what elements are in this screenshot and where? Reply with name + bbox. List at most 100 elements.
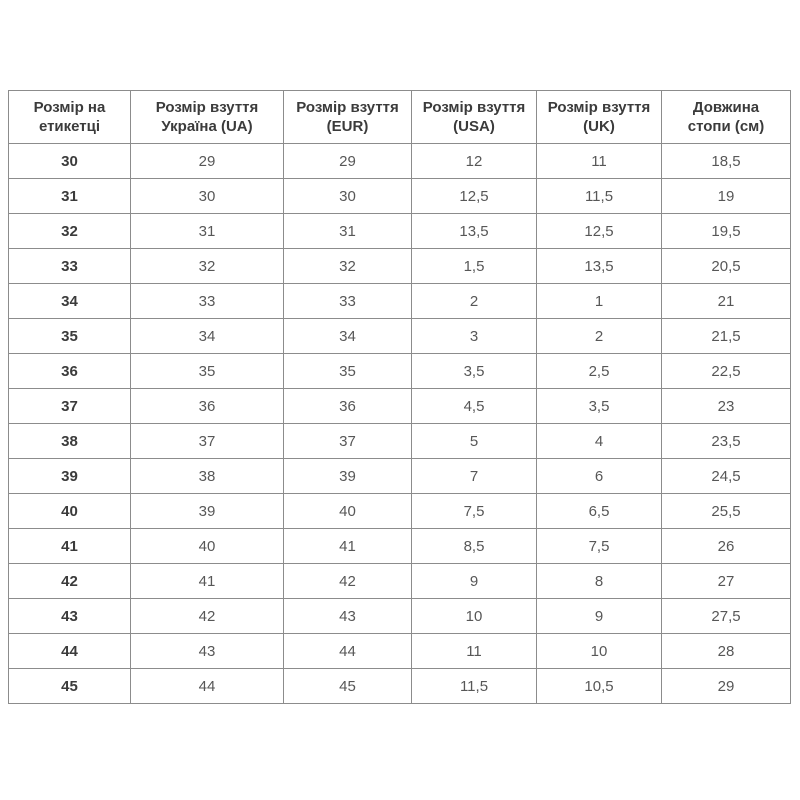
table-cell: 9 bbox=[411, 563, 537, 599]
table-cell: 4,5 bbox=[411, 388, 537, 424]
row-label-cell: 38 bbox=[8, 423, 131, 459]
table-cell: 8 bbox=[536, 563, 662, 599]
table-cell: 22,5 bbox=[661, 353, 791, 389]
table-cell: 40 bbox=[283, 493, 412, 529]
table-cell: 37 bbox=[283, 423, 412, 459]
table-cell: 42 bbox=[130, 598, 284, 634]
table-cell: 11 bbox=[411, 633, 537, 669]
table-row: 33 32 32 1,5 13,5 20,5 bbox=[8, 248, 791, 284]
table-cell: 29 bbox=[130, 143, 284, 179]
table-cell: 19,5 bbox=[661, 213, 791, 249]
table-cell: 11,5 bbox=[411, 668, 537, 704]
table-row: 35 34 34 3 2 21,5 bbox=[8, 318, 791, 354]
row-label-cell: 44 bbox=[8, 633, 131, 669]
table-cell: 44 bbox=[283, 633, 412, 669]
table-cell: 28 bbox=[661, 633, 791, 669]
size-conversion-table-container: Розмір на етикетці Розмір взуття Україна … bbox=[8, 90, 791, 704]
table-cell: 42 bbox=[283, 563, 412, 599]
table-row: 37 36 36 4,5 3,5 23 bbox=[8, 388, 791, 424]
row-label-cell: 32 bbox=[8, 213, 131, 249]
table-cell: 38 bbox=[130, 458, 284, 494]
table-cell: 5 bbox=[411, 423, 537, 459]
table-row: 34 33 33 2 1 21 bbox=[8, 283, 791, 319]
table-body: 30 29 29 12 11 18,5 31 30 30 12,5 11,5 19 32 31 31 13,5… bbox=[8, 143, 791, 704]
table-cell: 10 bbox=[536, 633, 662, 669]
table-cell: 45 bbox=[283, 668, 412, 704]
table-cell: 7,5 bbox=[536, 528, 662, 564]
table-cell: 21 bbox=[661, 283, 791, 319]
table-header-row: Розмір на етикетці Розмір взуття Україна … bbox=[8, 90, 791, 144]
row-label-cell: 41 bbox=[8, 528, 131, 564]
table-cell: 31 bbox=[283, 213, 412, 249]
table-row: 40 39 40 7,5 6,5 25,5 bbox=[8, 493, 791, 529]
table-cell: 25,5 bbox=[661, 493, 791, 529]
table-cell: 7 bbox=[411, 458, 537, 494]
row-label-cell: 31 bbox=[8, 178, 131, 214]
table-cell: 13,5 bbox=[411, 213, 537, 249]
table-cell: 27,5 bbox=[661, 598, 791, 634]
table-row: 39 38 39 7 6 24,5 bbox=[8, 458, 791, 494]
table-cell: 3,5 bbox=[536, 388, 662, 424]
row-label-cell: 42 bbox=[8, 563, 131, 599]
table-cell: 40 bbox=[130, 528, 284, 564]
table-cell: 44 bbox=[130, 668, 284, 704]
table-cell: 6 bbox=[536, 458, 662, 494]
table-cell: 7,5 bbox=[411, 493, 537, 529]
table-cell: 20,5 bbox=[661, 248, 791, 284]
table-cell: 33 bbox=[130, 283, 284, 319]
row-label-cell: 37 bbox=[8, 388, 131, 424]
table-row: 38 37 37 5 4 23,5 bbox=[8, 423, 791, 459]
column-header: Розмір взуття (EUR) bbox=[283, 90, 412, 144]
table-cell: 41 bbox=[283, 528, 412, 564]
table-cell: 10,5 bbox=[536, 668, 662, 704]
row-label-cell: 40 bbox=[8, 493, 131, 529]
table-cell: 43 bbox=[130, 633, 284, 669]
table-cell: 36 bbox=[283, 388, 412, 424]
table-cell: 3 bbox=[411, 318, 537, 354]
table-cell: 10 bbox=[411, 598, 537, 634]
table-cell: 12 bbox=[411, 143, 537, 179]
table-cell: 39 bbox=[130, 493, 284, 529]
column-header: Розмір на етикетці bbox=[8, 90, 131, 144]
table-cell: 2 bbox=[536, 318, 662, 354]
table-row: 32 31 31 13,5 12,5 19,5 bbox=[8, 213, 791, 249]
row-label-cell: 30 bbox=[8, 143, 131, 179]
table-cell: 35 bbox=[130, 353, 284, 389]
row-label-cell: 33 bbox=[8, 248, 131, 284]
table-row: 31 30 30 12,5 11,5 19 bbox=[8, 178, 791, 214]
table-cell: 1,5 bbox=[411, 248, 537, 284]
table-cell: 11,5 bbox=[536, 178, 662, 214]
table-cell: 4 bbox=[536, 423, 662, 459]
table-cell: 18,5 bbox=[661, 143, 791, 179]
table-row: 43 42 43 10 9 27,5 bbox=[8, 598, 791, 634]
table-cell: 43 bbox=[283, 598, 412, 634]
table-cell: 30 bbox=[283, 178, 412, 214]
table-cell: 12,5 bbox=[536, 213, 662, 249]
table-cell: 21,5 bbox=[661, 318, 791, 354]
table-cell: 6,5 bbox=[536, 493, 662, 529]
table-cell: 37 bbox=[130, 423, 284, 459]
table-cell: 23 bbox=[661, 388, 791, 424]
table-header: Розмір на етикетці Розмір взуття Україна … bbox=[8, 90, 791, 144]
table-cell: 36 bbox=[130, 388, 284, 424]
table-cell: 26 bbox=[661, 528, 791, 564]
table-row: 30 29 29 12 11 18,5 bbox=[8, 143, 791, 179]
column-header: Розмір взуття Україна (UA) bbox=[130, 90, 284, 144]
row-label-cell: 45 bbox=[8, 668, 131, 704]
table-row: 42 41 42 9 8 27 bbox=[8, 563, 791, 599]
column-header: Розмір взуття (USA) bbox=[411, 90, 537, 144]
table-cell: 11 bbox=[536, 143, 662, 179]
table-cell: 23,5 bbox=[661, 423, 791, 459]
table-cell: 31 bbox=[130, 213, 284, 249]
table-cell: 24,5 bbox=[661, 458, 791, 494]
table-cell: 9 bbox=[536, 598, 662, 634]
column-header: Довжина стопи (см) bbox=[661, 90, 791, 144]
table-row: 36 35 35 3,5 2,5 22,5 bbox=[8, 353, 791, 389]
table-cell: 12,5 bbox=[411, 178, 537, 214]
row-label-cell: 36 bbox=[8, 353, 131, 389]
table-cell: 2,5 bbox=[536, 353, 662, 389]
table-cell: 34 bbox=[283, 318, 412, 354]
table-cell: 33 bbox=[283, 283, 412, 319]
table-cell: 41 bbox=[130, 563, 284, 599]
table-cell: 29 bbox=[283, 143, 412, 179]
